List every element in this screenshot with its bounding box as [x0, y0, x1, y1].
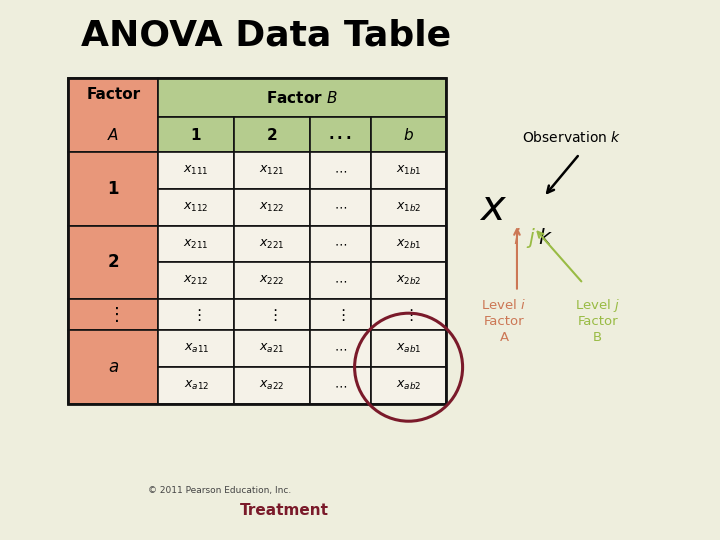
Bar: [371, 299, 446, 330]
Text: $\cdots$: $\cdots$: [333, 238, 347, 251]
Bar: [158, 330, 234, 367]
Text: 1: 1: [108, 180, 119, 198]
Text: $\mathbf{1}$: $\mathbf{1}$: [191, 127, 202, 143]
Text: Factor $B$: Factor $B$: [266, 90, 338, 106]
Bar: [158, 78, 446, 117]
Bar: [234, 117, 310, 152]
Text: Level $j$: Level $j$: [575, 296, 620, 314]
Bar: [234, 262, 310, 299]
Bar: [371, 152, 446, 189]
Bar: [310, 226, 371, 262]
Bar: [158, 226, 234, 262]
Text: $x_{212}$: $x_{212}$: [184, 274, 209, 287]
Text: $\vdots$: $\vdots$: [403, 307, 414, 323]
Text: $x_{2b1}$: $x_{2b1}$: [396, 238, 421, 251]
Bar: [158, 152, 234, 189]
Text: $A$: $A$: [107, 127, 120, 143]
Bar: [310, 262, 371, 299]
Text: $x_{a21}$: $x_{a21}$: [259, 342, 284, 355]
Bar: [234, 152, 310, 189]
Text: $\cdots$: $\cdots$: [333, 342, 347, 355]
Bar: [310, 367, 371, 404]
Text: $a$: $a$: [108, 358, 119, 376]
Text: $x_{a11}$: $x_{a11}$: [184, 342, 209, 355]
Bar: [310, 152, 371, 189]
Bar: [158, 117, 234, 152]
Text: $x_{2b2}$: $x_{2b2}$: [396, 274, 421, 287]
Text: $\mathit{b}$: $\mathit{b}$: [403, 127, 414, 143]
Text: $\mathbf{2}$: $\mathbf{2}$: [266, 127, 277, 143]
Text: $x_{1b1}$: $x_{1b1}$: [396, 164, 421, 177]
Bar: [310, 330, 371, 367]
Bar: [371, 367, 446, 404]
Text: A: A: [500, 331, 508, 344]
Text: $\mathit{i}$: $\mathit{i}$: [513, 227, 521, 248]
Bar: [234, 189, 310, 226]
Text: $\cdots$: $\cdots$: [333, 379, 347, 392]
Bar: [310, 299, 371, 330]
Text: 2: 2: [107, 253, 120, 272]
Text: $x_{222}$: $x_{222}$: [259, 274, 284, 287]
Text: $\mathbf{...}$: $\mathbf{...}$: [328, 127, 352, 142]
Text: $x_{111}$: $x_{111}$: [184, 164, 209, 177]
Text: Factor: Factor: [577, 315, 618, 328]
Text: $x_{ab1}$: $x_{ab1}$: [396, 342, 421, 355]
Bar: [371, 330, 446, 367]
Bar: [234, 226, 310, 262]
Text: B: B: [593, 331, 602, 344]
Bar: [371, 262, 446, 299]
Bar: [158, 299, 234, 330]
Bar: [310, 117, 371, 152]
Text: $\vdots$: $\vdots$: [191, 307, 202, 323]
Bar: [158, 262, 234, 299]
Text: $x_{a12}$: $x_{a12}$: [184, 379, 209, 392]
Text: $x_{121}$: $x_{121}$: [259, 164, 284, 177]
Text: $x_{221}$: $x_{221}$: [259, 238, 284, 251]
Bar: [371, 226, 446, 262]
Text: $\mathit{j}$: $\mathit{j}$: [526, 226, 536, 249]
Bar: [68, 330, 158, 404]
Text: $\cdots$: $\cdots$: [333, 274, 347, 287]
Bar: [371, 117, 446, 152]
Bar: [158, 367, 234, 404]
Text: $\mathit{k}$: $\mathit{k}$: [539, 227, 553, 248]
Text: $x_{211}$: $x_{211}$: [184, 238, 209, 251]
Bar: [234, 330, 310, 367]
Bar: [234, 367, 310, 404]
Text: Level $i$: Level $i$: [482, 298, 526, 312]
Bar: [68, 152, 158, 226]
Text: Factor: Factor: [86, 87, 140, 102]
Bar: [68, 78, 158, 152]
Text: $x_{a22}$: $x_{a22}$: [259, 379, 284, 392]
Text: $x_{1b2}$: $x_{1b2}$: [396, 201, 421, 214]
Text: $\cdots$: $\cdots$: [333, 164, 347, 177]
Text: $x_{112}$: $x_{112}$: [184, 201, 209, 214]
Text: Observation $k$: Observation $k$: [522, 130, 621, 145]
Bar: [158, 189, 234, 226]
Text: $\vdots$: $\vdots$: [335, 307, 346, 323]
Bar: [310, 189, 371, 226]
Text: $\mathit{x}$: $\mathit{x}$: [480, 187, 507, 229]
Bar: [371, 189, 446, 226]
Text: ANOVA Data Table: ANOVA Data Table: [81, 18, 451, 52]
Text: Factor: Factor: [484, 315, 524, 328]
Bar: [68, 78, 446, 404]
Text: $x_{ab2}$: $x_{ab2}$: [396, 379, 421, 392]
Text: Treatment: Treatment: [240, 503, 329, 518]
Text: $x_{122}$: $x_{122}$: [259, 201, 284, 214]
Text: $\cdots$: $\cdots$: [333, 201, 347, 214]
Text: © 2011 Pearson Education, Inc.: © 2011 Pearson Education, Inc.: [148, 486, 291, 495]
Text: $\vdots$: $\vdots$: [107, 305, 120, 325]
Bar: [234, 299, 310, 330]
Text: $\vdots$: $\vdots$: [266, 307, 277, 323]
Bar: [68, 299, 158, 330]
Bar: [68, 226, 158, 299]
